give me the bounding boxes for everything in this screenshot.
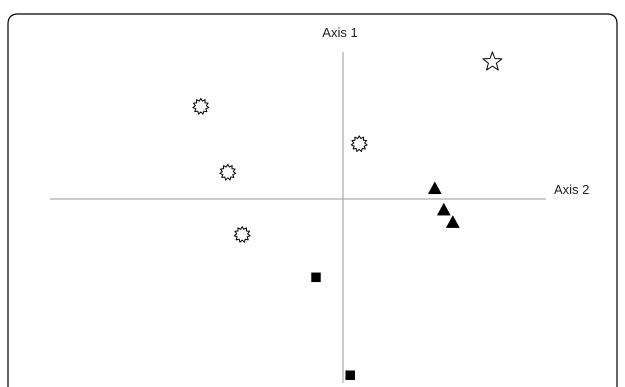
chart-frame [7, 13, 618, 387]
y-axis-label: Axis 1 [322, 25, 357, 40]
burst-marker-3 [233, 226, 251, 243]
burst-marker-1 [219, 163, 237, 181]
square-marker-0 [311, 272, 321, 283]
points-layer [192, 51, 503, 380]
square-marker-1 [345, 370, 355, 380]
triangle-marker-2 [445, 215, 460, 228]
triangle-marker-1 [436, 202, 451, 216]
burst-marker-2 [350, 135, 368, 152]
star-marker-0 [482, 51, 503, 71]
x-axis-label: Axis 2 [554, 182, 589, 197]
burst-marker-0 [192, 97, 210, 115]
triangle-marker-0 [427, 181, 442, 195]
